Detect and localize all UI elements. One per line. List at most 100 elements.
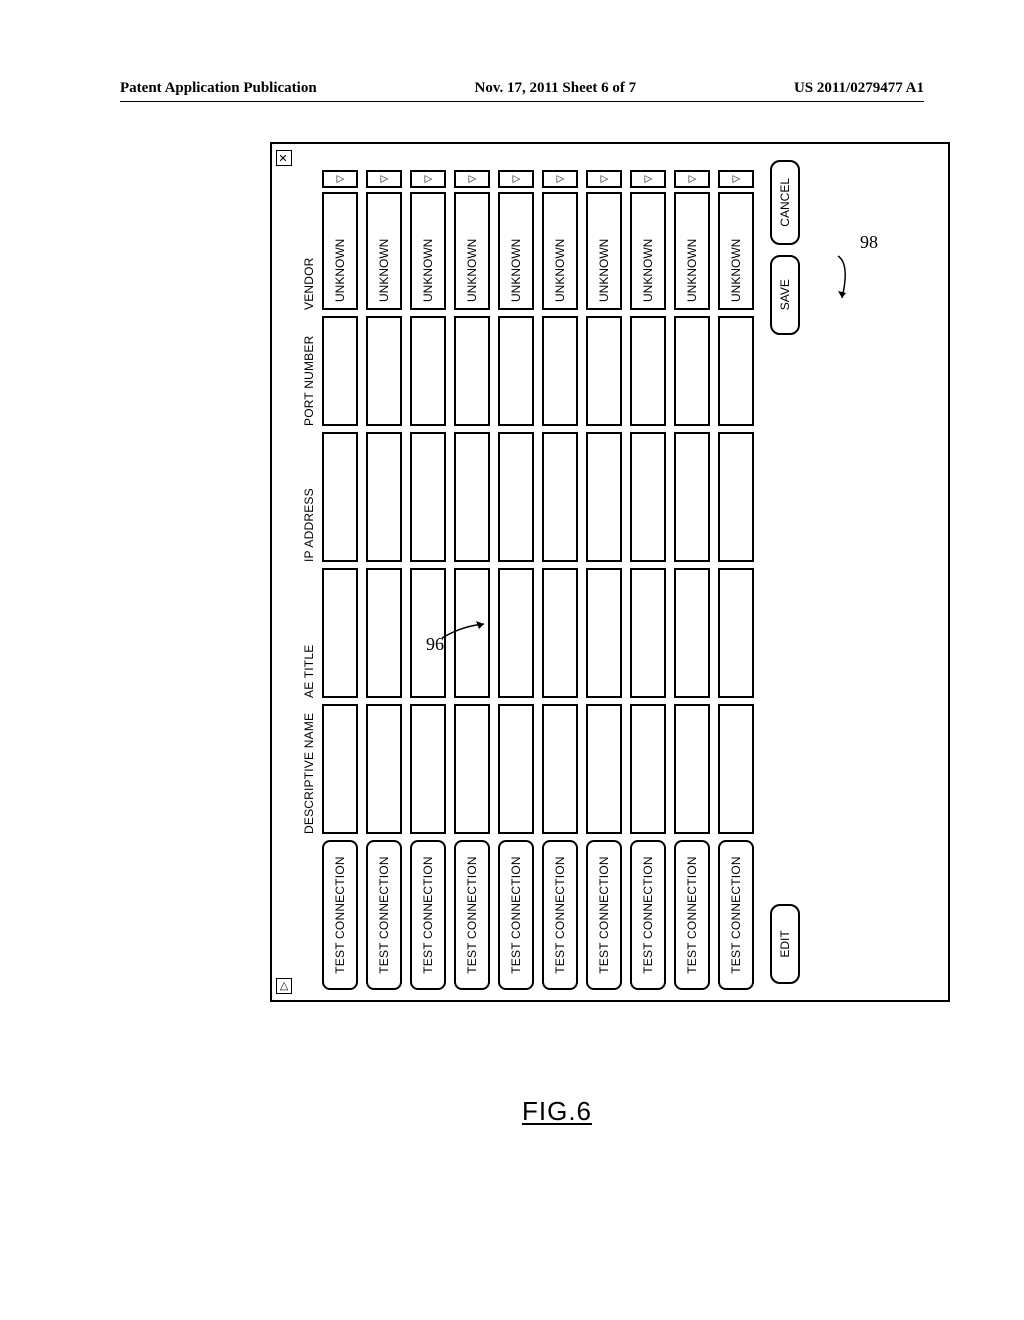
save-button[interactable]: SAVE <box>770 255 800 335</box>
ae-title-field[interactable] <box>322 568 358 698</box>
ip-address-field[interactable] <box>366 432 402 562</box>
vendor-field[interactable]: UNKNOWN <box>366 192 402 310</box>
descriptive-name-field[interactable] <box>498 704 534 834</box>
descriptive-name-field[interactable] <box>366 704 402 834</box>
col-ip-address: IP ADDRESS <box>302 432 316 562</box>
descriptive-name-field[interactable] <box>674 704 710 834</box>
vendor-wrap: UNKNOWN ▽ <box>322 170 358 310</box>
test-connection-button[interactable]: TEST CONNECTION <box>454 840 490 990</box>
chevron-down-icon[interactable]: ▽ <box>630 170 666 188</box>
port-number-field[interactable] <box>454 316 490 426</box>
descriptive-name-field[interactable] <box>542 704 578 834</box>
vendor-field[interactable]: UNKNOWN <box>630 192 666 310</box>
port-number-field[interactable] <box>674 316 710 426</box>
table-row: TEST CONNECTION UNKNOWN ▽ <box>410 154 446 990</box>
edit-button[interactable]: EDIT <box>770 904 800 984</box>
table-row: TEST CONNECTION UNKNOWN ▽ <box>498 154 534 990</box>
ae-title-field[interactable] <box>630 568 666 698</box>
ip-address-field[interactable] <box>586 432 622 562</box>
test-connection-button[interactable]: TEST CONNECTION <box>410 840 446 990</box>
vendor-wrap: UNKNOWN ▽ <box>366 170 402 310</box>
minimize-icon[interactable]: ▷ <box>276 978 292 994</box>
ip-address-field[interactable] <box>630 432 666 562</box>
vendor-field[interactable]: UNKNOWN <box>586 192 622 310</box>
chevron-down-icon[interactable]: ▽ <box>586 170 622 188</box>
page-header: Patent Application Publication Nov. 17, … <box>120 80 924 102</box>
test-connection-button[interactable]: TEST CONNECTION <box>366 840 402 990</box>
descriptive-name-field[interactable] <box>718 704 754 834</box>
leader-96 <box>440 620 486 642</box>
vendor-wrap: UNKNOWN ▽ <box>586 170 622 310</box>
test-connection-button[interactable]: TEST CONNECTION <box>586 840 622 990</box>
ip-address-field[interactable] <box>454 432 490 562</box>
port-number-field[interactable] <box>366 316 402 426</box>
test-connection-button[interactable]: TEST CONNECTION <box>322 840 358 990</box>
figure-label: FIG.6 <box>522 1096 592 1127</box>
ip-address-field[interactable] <box>718 432 754 562</box>
chevron-down-icon[interactable]: ▽ <box>718 170 754 188</box>
ip-address-field[interactable] <box>498 432 534 562</box>
port-number-field[interactable] <box>322 316 358 426</box>
descriptive-name-field[interactable] <box>630 704 666 834</box>
cancel-button[interactable]: CANCEL <box>770 160 800 245</box>
col-test-spacer <box>302 840 316 990</box>
port-number-field[interactable] <box>718 316 754 426</box>
ae-title-field[interactable] <box>718 568 754 698</box>
ae-title-field[interactable] <box>498 568 534 698</box>
close-icon[interactable]: ✕ <box>276 150 292 166</box>
test-connection-button[interactable]: TEST CONNECTION <box>630 840 666 990</box>
rows-host: TEST CONNECTION UNKNOWN ▽ TEST CONNECTION UN… <box>322 154 754 990</box>
chevron-down-icon[interactable]: ▽ <box>674 170 710 188</box>
vendor-wrap: UNKNOWN ▽ <box>674 170 710 310</box>
vendor-field[interactable]: UNKNOWN <box>454 192 490 310</box>
ae-title-field[interactable] <box>542 568 578 698</box>
chevron-down-icon[interactable]: ▽ <box>542 170 578 188</box>
port-number-field[interactable] <box>498 316 534 426</box>
chevron-down-icon[interactable]: ▽ <box>410 170 446 188</box>
titlebar: ▷ ✕ <box>272 144 296 1000</box>
col-descriptive-name: DESCRIPTIVE NAME <box>302 704 316 834</box>
header-right: US 2011/0279477 A1 <box>794 80 924 97</box>
chevron-down-icon[interactable]: ▽ <box>322 170 358 188</box>
chevron-down-icon[interactable]: ▽ <box>366 170 402 188</box>
vendor-field[interactable]: UNKNOWN <box>674 192 710 310</box>
test-connection-button[interactable]: TEST CONNECTION <box>674 840 710 990</box>
vendor-field[interactable]: UNKNOWN <box>410 192 446 310</box>
chevron-down-icon[interactable]: ▽ <box>454 170 490 188</box>
port-number-field[interactable] <box>630 316 666 426</box>
port-number-field[interactable] <box>542 316 578 426</box>
ip-address-field[interactable] <box>674 432 710 562</box>
footer-right: SAVE CANCEL <box>770 160 800 335</box>
vendor-wrap: UNKNOWN ▽ <box>718 170 754 310</box>
ip-address-field[interactable] <box>410 432 446 562</box>
vendor-wrap: UNKNOWN ▽ <box>542 170 578 310</box>
figure-area: ▷ ✕ DESCRIPTIVE NAME AE TITLE IP ADDRESS… <box>120 162 924 1142</box>
descriptive-name-field[interactable] <box>586 704 622 834</box>
descriptive-name-field[interactable] <box>322 704 358 834</box>
ae-title-field[interactable] <box>586 568 622 698</box>
col-vendor: VENDOR <box>302 170 316 310</box>
ip-address-field[interactable] <box>542 432 578 562</box>
vendor-field[interactable]: UNKNOWN <box>542 192 578 310</box>
chevron-down-icon[interactable]: ▽ <box>498 170 534 188</box>
port-number-field[interactable] <box>410 316 446 426</box>
test-connection-button[interactable]: TEST CONNECTION <box>542 840 578 990</box>
test-connection-button[interactable]: TEST CONNECTION <box>718 840 754 990</box>
vendor-wrap: UNKNOWN ▽ <box>454 170 490 310</box>
ae-title-field[interactable] <box>674 568 710 698</box>
vendor-wrap: UNKNOWN ▽ <box>498 170 534 310</box>
vendor-wrap: UNKNOWN ▽ <box>630 170 666 310</box>
table-row: TEST CONNECTION UNKNOWN ▽ <box>542 154 578 990</box>
vendor-field[interactable]: UNKNOWN <box>322 192 358 310</box>
test-connection-button[interactable]: TEST CONNECTION <box>498 840 534 990</box>
vendor-field[interactable]: UNKNOWN <box>718 192 754 310</box>
port-number-field[interactable] <box>586 316 622 426</box>
ae-title-field[interactable] <box>366 568 402 698</box>
vendor-field[interactable]: UNKNOWN <box>498 192 534 310</box>
descriptive-name-field[interactable] <box>410 704 446 834</box>
ip-address-field[interactable] <box>322 432 358 562</box>
descriptive-name-field[interactable] <box>454 704 490 834</box>
table-row: TEST CONNECTION UNKNOWN ▽ <box>718 154 754 990</box>
callout-98: 98 <box>860 232 878 253</box>
page: Patent Application Publication Nov. 17, … <box>0 0 1024 1320</box>
